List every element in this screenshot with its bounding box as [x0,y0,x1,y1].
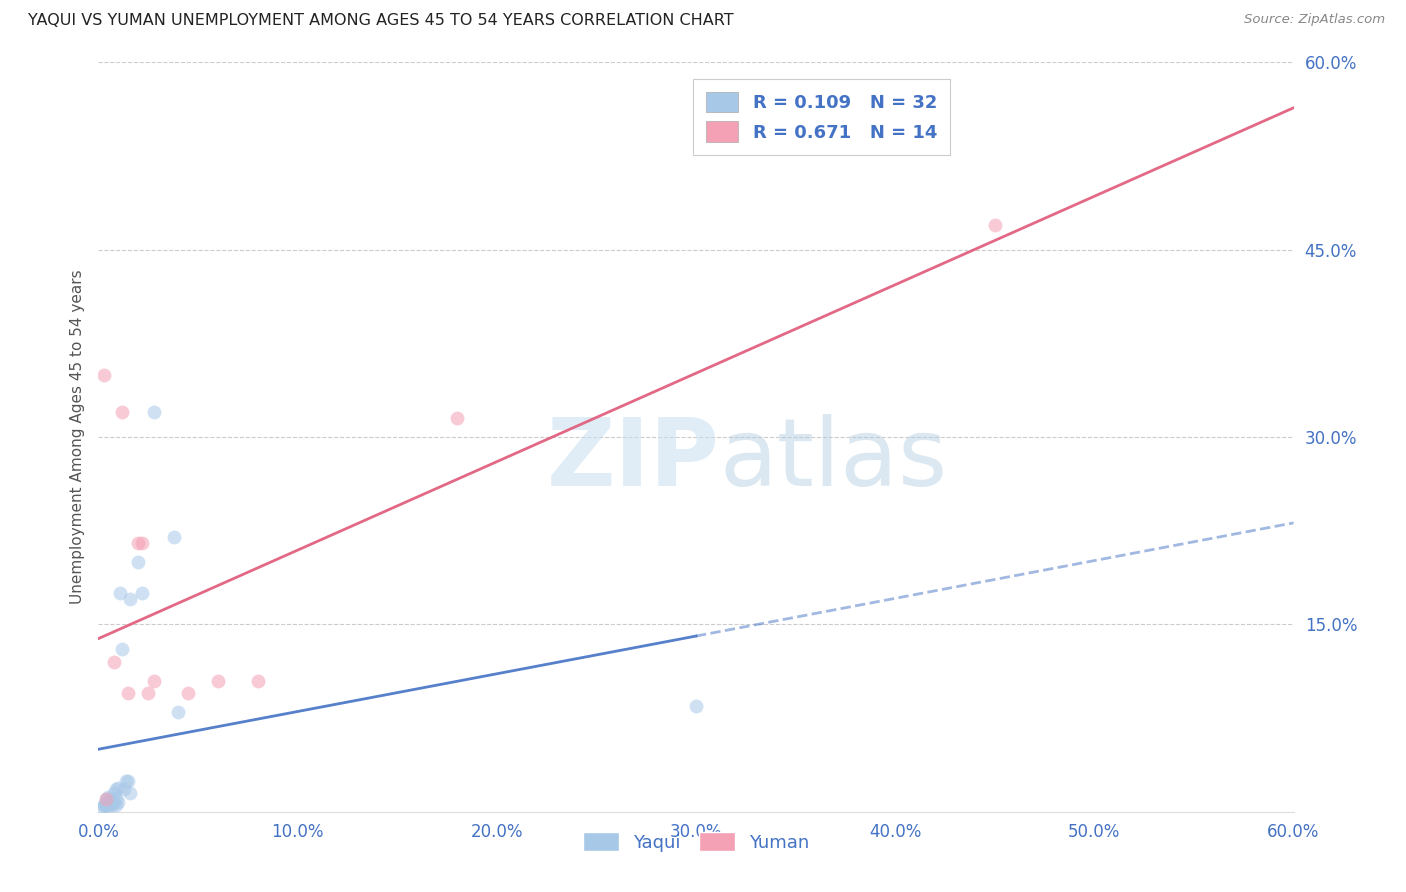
Point [112,782,135,797]
Point [98,798,122,813]
Point [97,798,120,813]
Point [98,792,122,806]
Legend: R = 0.109   N = 32, R = 0.671   N = 14: R = 0.109 N = 32, R = 0.671 N = 14 [693,79,950,155]
Point [177,686,200,700]
Y-axis label: Unemployment Among Ages 45 to 54 years: Unemployment Among Ages 45 to 54 years [69,269,84,605]
Point [111,405,134,419]
Point [103,655,125,669]
Point [93,368,115,382]
Point [111,642,134,657]
Point [96,792,118,806]
Text: Source: ZipAtlas.com: Source: ZipAtlas.com [1244,13,1385,27]
Point [127,555,149,569]
Point [685,698,707,713]
Point [131,586,153,600]
Point [105,792,128,806]
Point [143,405,166,419]
Point [110,586,132,600]
Point [107,795,129,809]
Point [107,780,129,795]
Point [115,773,138,788]
Point [97,789,120,804]
Point [105,798,128,813]
Point [96,792,118,806]
Point [103,786,125,800]
Text: ZIP: ZIP [547,414,720,506]
Point [143,673,166,688]
Point [163,530,186,544]
Point [105,782,128,797]
Point [93,798,115,813]
Point [91,801,114,815]
Point [96,796,118,810]
Point [207,673,229,688]
Point [131,536,153,550]
Point [117,686,139,700]
Point [97,795,120,809]
Point [136,686,159,700]
Point [246,673,269,688]
Point [93,798,115,813]
Text: YAQUI VS YUMAN UNEMPLOYMENT AMONG AGES 45 TO 54 YEARS CORRELATION CHART: YAQUI VS YUMAN UNEMPLOYMENT AMONG AGES 4… [28,13,734,29]
Point [446,411,468,425]
Point [103,795,125,809]
Point [120,592,142,607]
Point [117,773,139,788]
Point [127,536,149,550]
Point [101,798,124,813]
Point [120,786,142,800]
Point [167,705,190,719]
Point [96,798,118,813]
Point [984,218,1007,232]
Text: atlas: atlas [720,414,948,506]
